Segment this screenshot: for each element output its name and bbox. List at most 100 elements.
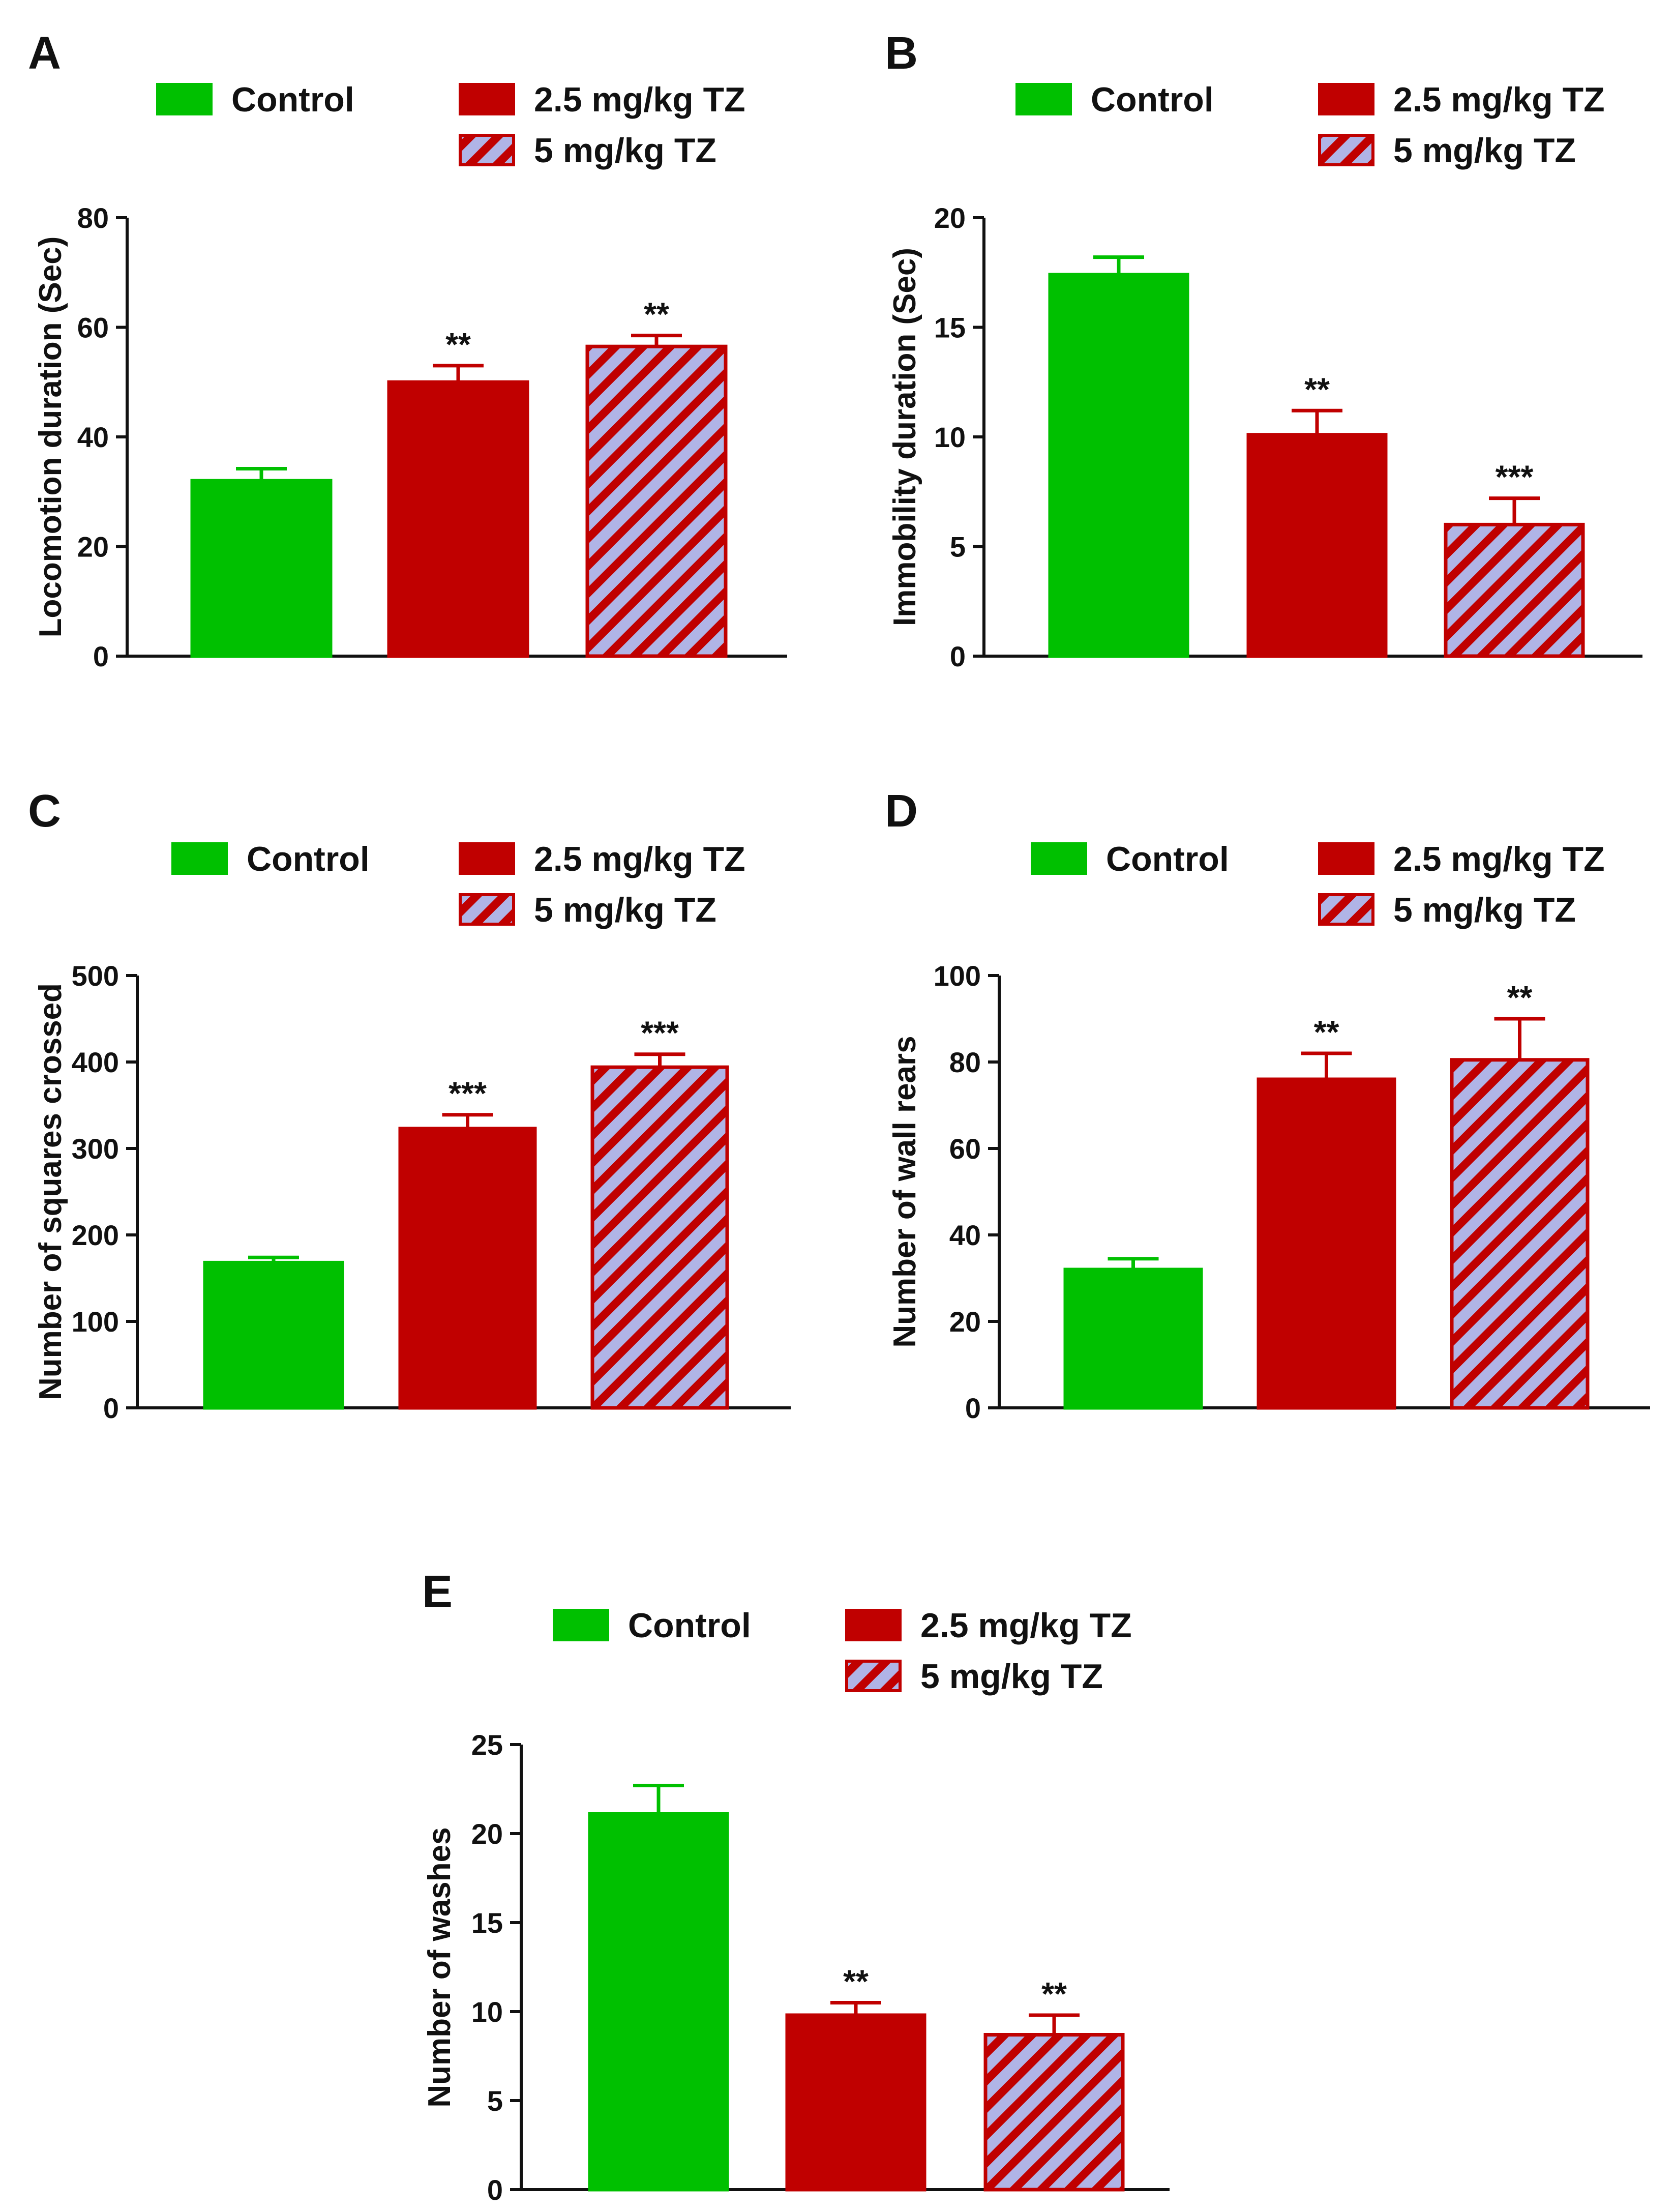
y-axis-title: Number of wall rears	[887, 1036, 922, 1347]
panel-letter: C	[28, 786, 61, 837]
significance-marker: ***	[449, 1075, 487, 1112]
significance-marker: ***	[641, 1015, 679, 1051]
legend-label: Control	[247, 840, 370, 878]
y-tick-label: 20	[77, 531, 109, 563]
y-tick-label: 10	[471, 1996, 503, 2028]
legend-label: 5 mg/kg TZ	[920, 1657, 1103, 1696]
significance-marker: **	[843, 1963, 869, 2000]
panel-a: A Control 2.5 mg/kg TZ 5 mg/kg TZ 0 20 40 60 80 L…	[28, 28, 787, 672]
y-tick-label: 200	[72, 1219, 119, 1251]
y-tick-label: 0	[950, 640, 966, 672]
legend-swatch	[845, 1609, 902, 1641]
bar-3	[590, 1065, 729, 1410]
legend: Control 2.5 mg/kg TZ 5 mg/kg TZ	[553, 1606, 1132, 1696]
y-axis-title: Number of squares crossed	[33, 983, 68, 1400]
legend-swatch	[1318, 134, 1374, 166]
legend-swatch	[553, 1609, 609, 1641]
panel-letter: B	[885, 28, 918, 79]
significance-marker: **	[1041, 1975, 1067, 2012]
y-tick-label: 25	[471, 1729, 503, 1761]
bar-3	[1444, 522, 1585, 658]
legend-swatch	[459, 83, 515, 115]
legend-swatch	[171, 842, 228, 875]
legend-label: 5 mg/kg TZ	[534, 891, 716, 929]
legend: Control 2.5 mg/kg TZ 5 mg/kg TZ	[156, 80, 745, 170]
bar-2	[387, 380, 529, 658]
legend-label: Control	[1106, 840, 1229, 878]
legend-swatch	[1318, 842, 1374, 875]
y-tick-label: 5	[950, 531, 966, 563]
panel-d: D Control 2.5 mg/kg TZ 5 mg/kg TZ 0 20 40 60 80 1…	[885, 786, 1650, 1424]
y-tick-label: 0	[965, 1392, 981, 1424]
bar-2	[398, 1127, 537, 1410]
legend-label: 5 mg/kg TZ	[1393, 891, 1576, 929]
panel-c: C Control 2.5 mg/kg TZ 5 mg/kg TZ 0 100 200 300…	[28, 786, 791, 1424]
panel-b: B Control 2.5 mg/kg TZ 5 mg/kg TZ 0 5 10 15 20 Im…	[885, 28, 1642, 672]
legend-swatch	[459, 893, 515, 926]
y-tick-label: 60	[77, 312, 109, 344]
legend-label: Control	[231, 80, 354, 119]
y-tick-label: 15	[471, 1907, 503, 1939]
y-tick-label: 40	[949, 1219, 981, 1251]
y-tick-label: 80	[77, 202, 109, 234]
y-tick-label: 5	[487, 2085, 503, 2117]
y-axis-title: Immobility duration (Sec)	[887, 248, 922, 626]
y-tick-label: 0	[93, 640, 109, 672]
legend-label: 5 mg/kg TZ	[534, 131, 716, 170]
significance-marker: **	[1304, 371, 1330, 407]
panel-letter: E	[422, 1567, 453, 1617]
legend-swatch	[156, 83, 213, 115]
legend-label: Control	[1091, 80, 1214, 119]
y-tick-label: 40	[77, 421, 109, 453]
legend: Control 2.5 mg/kg TZ 5 mg/kg TZ	[171, 840, 745, 929]
significance-marker: **	[445, 326, 471, 363]
y-axis-title: Number of washes	[422, 1827, 457, 2107]
legend-swatch	[1015, 83, 1072, 115]
y-tick-label: 80	[949, 1046, 981, 1078]
significance-marker: **	[644, 296, 669, 333]
y-axis-title: Locomotion duration (Sec)	[33, 237, 68, 638]
bar-2	[785, 2013, 926, 2192]
bar-3	[585, 344, 728, 658]
y-tick-label: 20	[471, 1818, 503, 1850]
legend-label: 2.5 mg/kg TZ	[534, 840, 745, 878]
legend-label: Control	[628, 1606, 751, 1645]
legend: Control 2.5 mg/kg TZ 5 mg/kg TZ	[1031, 840, 1605, 929]
legend-label: 2.5 mg/kg TZ	[1393, 840, 1605, 878]
legend-label: 2.5 mg/kg TZ	[920, 1606, 1132, 1645]
significance-marker: ***	[1496, 459, 1534, 495]
bar-2	[1257, 1077, 1396, 1410]
legend-label: 2.5 mg/kg TZ	[534, 80, 745, 119]
legend: Control 2.5 mg/kg TZ 5 mg/kg TZ	[1015, 80, 1605, 170]
y-tick-label: 20	[934, 202, 966, 234]
bar-1	[203, 1260, 344, 1410]
legend-swatch	[459, 842, 515, 875]
bar-1	[190, 479, 333, 658]
y-tick-label: 20	[949, 1306, 981, 1338]
y-tick-label: 100	[72, 1306, 119, 1338]
panel-letter: A	[28, 28, 61, 79]
significance-marker: **	[1507, 979, 1533, 1016]
significance-marker: **	[1314, 1014, 1339, 1050]
y-tick-label: 15	[934, 312, 966, 344]
y-tick-label: 10	[934, 421, 966, 453]
y-tick-label: 500	[72, 960, 119, 992]
bar-2	[1246, 433, 1388, 658]
bar-3	[1450, 1058, 1590, 1410]
bar-1	[1063, 1267, 1203, 1410]
panel-e: E Control 2.5 mg/kg TZ 5 mg/kg TZ 0 5 10 15 20 25…	[422, 1567, 1170, 2206]
panel-letter: D	[885, 786, 918, 837]
bar-3	[983, 2033, 1125, 2192]
y-tick-label: 100	[934, 960, 981, 992]
legend-swatch	[845, 1660, 902, 1692]
y-tick-label: 300	[72, 1133, 119, 1165]
y-tick-label: 0	[487, 2174, 503, 2206]
bar-1	[588, 1812, 729, 2192]
legend-label: 5 mg/kg TZ	[1393, 131, 1576, 170]
y-tick-label: 0	[103, 1392, 119, 1424]
y-tick-label: 60	[949, 1133, 981, 1165]
legend-swatch	[1318, 893, 1374, 926]
legend-swatch	[1031, 842, 1087, 875]
legend-swatch	[1318, 83, 1374, 115]
